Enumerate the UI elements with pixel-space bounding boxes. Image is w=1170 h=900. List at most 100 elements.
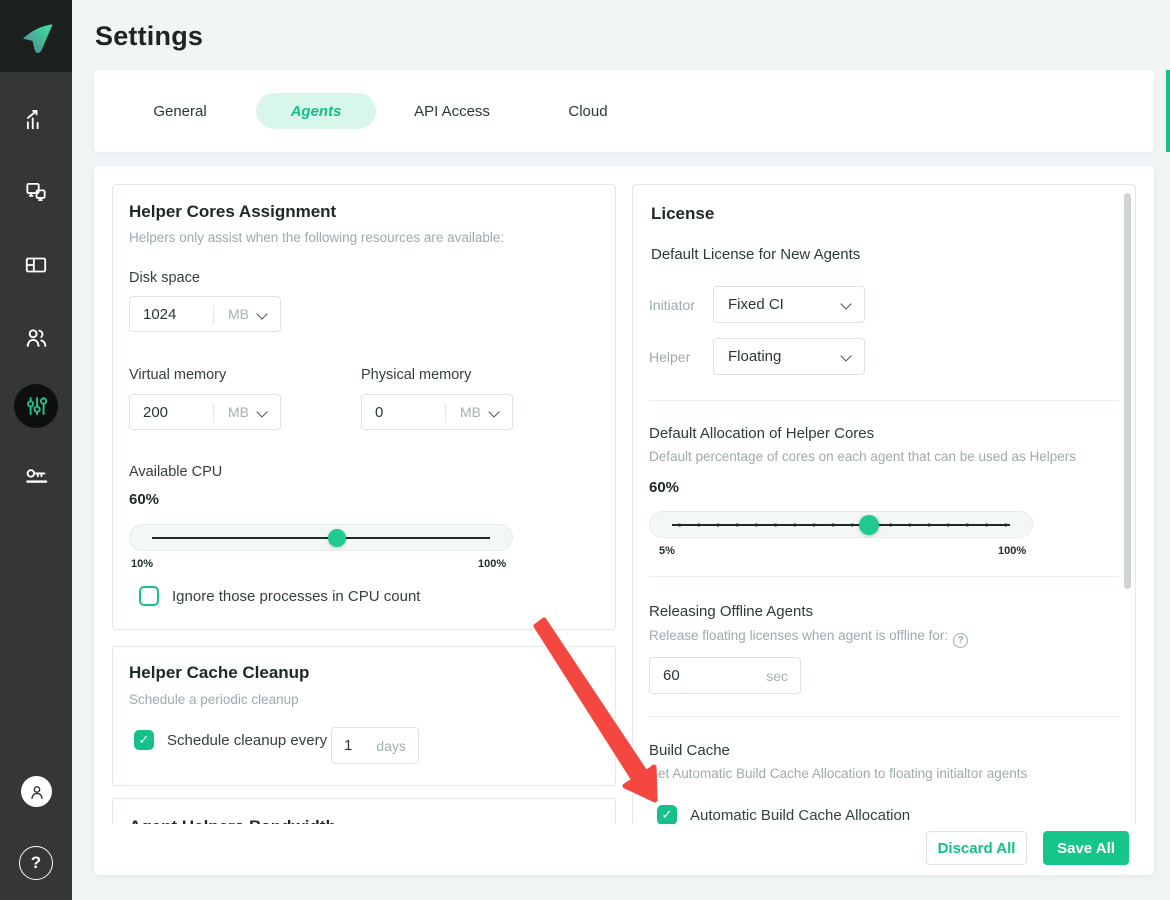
tab-general[interactable]: General (153, 102, 207, 120)
slider-max-label: 100% (998, 545, 1027, 557)
helper-label: Helper (649, 349, 691, 365)
card-title: License (651, 204, 715, 223)
schedule-cleanup-checkbox[interactable] (134, 730, 154, 750)
settings-content-panel: Helper Cores Assignment Helpers only ass… (94, 166, 1154, 875)
avatar-person-icon (30, 785, 43, 799)
slider-max-label: 100% (478, 558, 507, 570)
auto-build-cache-label: Automatic Build Cache Allocation (690, 806, 911, 824)
virtual-memory-value: 200 (143, 403, 169, 421)
available-cpu-value: 60% (129, 491, 160, 508)
offline-timeout-value: 60 (663, 667, 680, 684)
tab-agents[interactable]: Agents (256, 93, 376, 129)
slider-ticks (670, 522, 1012, 527)
settings-sliders-icon (27, 396, 48, 416)
license-subtitle: Default License for New Agents (651, 246, 861, 263)
allocation-subtitle: Default percentage of cores on each agen… (649, 449, 1077, 464)
card-subtitle: Schedule a periodic cleanup (129, 692, 299, 707)
save-all-button[interactable]: Save All (1043, 831, 1129, 865)
app-logo[interactable] (0, 0, 72, 72)
sidebar-item-settings[interactable] (14, 384, 58, 428)
input-divider (445, 403, 446, 423)
build-cache-title: Build Cache (649, 742, 730, 759)
auto-build-cache-checkbox[interactable] (657, 805, 677, 825)
helper-cores-card: Helper Cores Assignment Helpers only ass… (112, 184, 616, 630)
card-subtitle: Helpers only assist when the following r… (129, 230, 505, 245)
helper-license-value: Floating (728, 348, 782, 365)
sidebar-item-license[interactable] (0, 461, 72, 495)
cleanup-interval-unit: days (376, 737, 406, 754)
cleanup-interval-input[interactable]: 1 days (331, 727, 419, 764)
tabs-bar: General Agents API Access Cloud (94, 70, 1154, 152)
disk-space-input[interactable]: 1024 MB (129, 296, 281, 332)
sidebar-item-analytics[interactable] (0, 102, 72, 136)
ignore-processes-row: Ignore those processes in CPU count (139, 586, 420, 606)
initiator-license-value: Fixed CI (728, 296, 784, 313)
users-icon (26, 328, 46, 347)
disk-space-unit: MB (228, 306, 249, 322)
remote-agents-icon (26, 182, 46, 202)
input-divider (213, 305, 214, 325)
schedule-cleanup-row: Schedule cleanup every (134, 730, 327, 750)
chevron-down-icon (840, 298, 852, 310)
page-scroll-indicator[interactable] (1166, 70, 1170, 152)
card-title: Helper Cores Assignment (129, 202, 337, 221)
analytics-chart-icon (26, 109, 39, 130)
help-icon[interactable] (19, 846, 53, 880)
allocation-value: 60% (649, 479, 680, 496)
initiator-license-select[interactable]: Fixed CI (713, 286, 865, 323)
discard-all-button[interactable]: Discard All (926, 831, 1027, 865)
chevron-down-icon (840, 350, 852, 362)
sidebar-item-builds[interactable] (0, 248, 72, 282)
section-divider (649, 716, 1119, 717)
card-title: Helper Cache Cleanup (129, 663, 310, 682)
sidebar (0, 0, 72, 900)
card-scrollbar[interactable] (1124, 193, 1131, 589)
physical-memory-input[interactable]: 0 MB (361, 394, 513, 430)
virtual-memory-label: Virtual memory (129, 367, 227, 383)
cleanup-interval-value: 1 (344, 737, 353, 754)
helper-license-select[interactable]: Floating (713, 338, 865, 375)
ignore-processes-label: Ignore those processes in CPU count (172, 587, 421, 605)
section-divider (649, 400, 1119, 401)
physical-memory-unit: MB (460, 404, 481, 420)
slider-handle[interactable] (859, 515, 879, 535)
offline-timeout-unit: sec (766, 667, 788, 684)
sidebar-item-users[interactable] (0, 320, 72, 354)
allocation-title: Default Allocation of Helper Cores (649, 425, 875, 442)
disk-space-label: Disk space (129, 270, 200, 286)
section-divider (649, 576, 1119, 577)
physical-memory-label: Physical memory (361, 367, 472, 383)
releasing-subtitle: Release floating licenses when agent is … (649, 628, 969, 648)
license-key-icon (25, 468, 47, 483)
chevron-down-icon[interactable] (488, 406, 500, 418)
available-cpu-slider[interactable] (129, 524, 513, 551)
chevron-down-icon[interactable] (256, 406, 268, 418)
tab-api-access[interactable]: API Access (414, 102, 490, 120)
virtual-memory-unit: MB (228, 404, 249, 420)
license-card: License Default License for New Agents I… (632, 184, 1136, 874)
physical-memory-value: 0 (375, 403, 384, 421)
initiator-label: Initiator (649, 297, 695, 313)
input-divider (213, 403, 214, 423)
allocation-slider[interactable] (649, 511, 1033, 538)
tab-cloud[interactable]: Cloud (568, 102, 608, 120)
disk-space-value: 1024 (143, 305, 177, 323)
schedule-cleanup-label: Schedule cleanup every (167, 731, 328, 749)
info-question-icon[interactable] (953, 633, 969, 648)
footer-action-bar: Discard All Save All (94, 824, 1154, 875)
offline-timeout-input[interactable]: 60 sec (649, 657, 801, 694)
ignore-processes-checkbox[interactable] (139, 586, 159, 606)
chevron-down-icon[interactable] (256, 308, 268, 320)
slider-min-label: 5% (659, 545, 675, 557)
releasing-subtitle-text: Release floating licenses when agent is … (649, 628, 949, 643)
sidebar-item-agents[interactable] (0, 175, 72, 209)
cache-cleanup-card: Helper Cache Cleanup Schedule a periodic… (112, 646, 616, 786)
incredibuild-logo-icon (22, 24, 53, 53)
slider-handle[interactable] (328, 529, 346, 547)
user-avatar[interactable] (21, 776, 52, 807)
slider-min-label: 10% (131, 558, 154, 570)
build-cache-subtitle: Set Automatic Build Cache Allocation to … (649, 766, 1028, 781)
virtual-memory-input[interactable]: 200 MB (129, 394, 281, 430)
builds-layout-icon (25, 257, 47, 273)
